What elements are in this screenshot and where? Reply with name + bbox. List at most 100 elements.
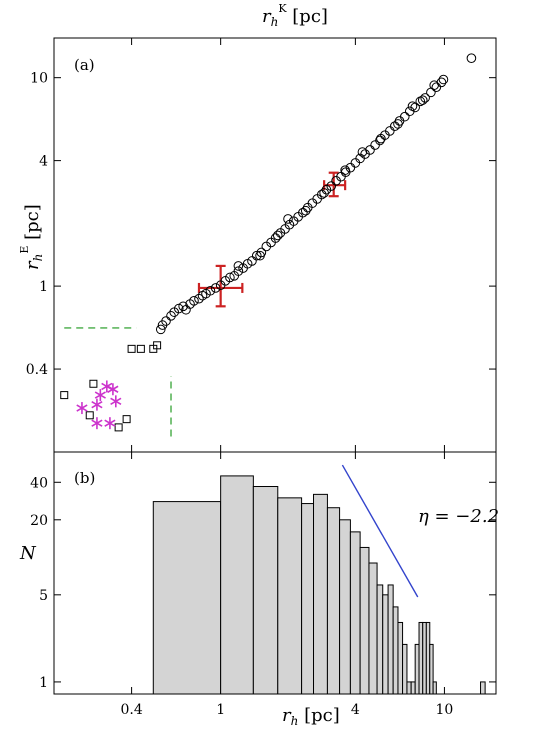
data-point-asterisk <box>91 398 103 411</box>
data-point-circle <box>326 181 337 191</box>
data-point-circle <box>173 303 184 314</box>
asterisk-stroke <box>91 419 103 427</box>
data-point-asterisk <box>107 383 119 396</box>
data-point-square <box>89 379 98 388</box>
data-point-asterisk <box>94 389 106 402</box>
data-point-circle <box>210 283 221 293</box>
panel-a-ylabel: rhE [pc] <box>18 204 45 270</box>
data-point-circle <box>178 301 188 312</box>
data-point-circle <box>407 101 418 111</box>
data-point-circle <box>161 316 171 326</box>
panel-b-label: (b) <box>74 469 95 487</box>
panel-b-xtick-label: 0.4 <box>120 702 142 718</box>
data-point-circle <box>438 74 449 85</box>
data-point-circle <box>166 311 176 321</box>
data-point-square <box>114 423 123 432</box>
asterisk-stroke <box>91 400 103 409</box>
data-point-circle <box>340 165 350 175</box>
histogram-bar <box>349 531 361 695</box>
panel-a-ytick-label: 0.4 <box>26 362 48 378</box>
data-point-square <box>122 415 131 424</box>
data-point-circle <box>376 133 386 144</box>
histogram-bar <box>429 643 434 695</box>
asterisk-stroke <box>76 404 88 412</box>
data-point-circle <box>385 126 395 136</box>
histogram-bar <box>425 621 431 695</box>
data-point-square <box>153 341 162 350</box>
panel-b-ytick-label: 5 <box>39 588 48 604</box>
panel-a-label: (a) <box>74 56 95 74</box>
data-point-circle <box>417 95 428 105</box>
histogram-bar <box>277 497 303 695</box>
data-point-circle <box>283 214 293 224</box>
histogram-bar <box>410 681 416 695</box>
data-point-circle <box>225 272 235 283</box>
data-point-circle <box>189 296 199 306</box>
data-point-circle <box>431 82 442 93</box>
histogram-bar <box>152 501 222 695</box>
data-point-circle <box>420 93 430 103</box>
data-point-circle <box>393 119 403 129</box>
data-point-circle <box>255 250 265 261</box>
data-point-circle <box>415 96 426 107</box>
histogram-bar <box>339 519 351 695</box>
power-law-fit-line <box>341 464 419 598</box>
data-point-circle <box>389 121 400 132</box>
data-point-circle <box>375 135 385 146</box>
histogram-bar <box>414 643 420 695</box>
data-point-asterisk <box>104 417 116 430</box>
data-point-circle <box>205 285 216 296</box>
panel-b-xlabel: rh [pc] <box>282 705 340 728</box>
data-point-circle <box>194 293 204 304</box>
histogram-bar <box>432 681 437 695</box>
data-point-circle <box>321 184 332 195</box>
panel-b-ytick-label: 20 <box>30 513 48 529</box>
panel-b-xtick-label: 10 <box>436 702 454 718</box>
data-point-asterisk <box>110 395 122 408</box>
panel-b-plot: 1 5 20 40 0.4 1 4 10 <box>30 452 496 718</box>
panel-b-xtick-label: 4 <box>351 702 360 718</box>
histogram-bar <box>376 584 384 695</box>
histogram-bar <box>326 507 341 695</box>
panel-b-ytick-label: 1 <box>39 675 48 691</box>
data-point-circle <box>399 111 410 122</box>
histogram-bar <box>480 681 486 695</box>
histogram-bar <box>382 594 389 695</box>
data-point-circle <box>155 324 166 335</box>
histogram-bar <box>392 606 399 695</box>
data-point-circle <box>350 158 361 168</box>
panel-b-ylabel: N <box>19 543 37 564</box>
data-point-square <box>60 391 69 400</box>
panel-b-xtick-label: 1 <box>216 702 225 718</box>
data-point-asterisk <box>76 402 88 415</box>
histogram-bar <box>422 621 427 695</box>
top-axis-label: rhK [pc] <box>262 2 328 29</box>
histogram-bar <box>359 546 370 695</box>
histogram-bar <box>252 486 279 695</box>
histogram-bar <box>387 584 394 695</box>
data-point-circle <box>300 205 311 216</box>
histogram-bar <box>418 621 424 695</box>
data-point-circle <box>298 207 308 218</box>
data-point-circle <box>466 53 477 63</box>
data-point-square <box>136 344 145 353</box>
panel-a-plot: 0.4 1 4 10 <box>26 38 496 452</box>
histogram-bar <box>402 643 408 695</box>
data-point-circle <box>272 230 283 241</box>
histogram-bar <box>368 562 378 695</box>
data-point-circle <box>247 256 257 266</box>
asterisk-stroke <box>107 385 119 393</box>
histogram-bar <box>220 475 254 695</box>
data-point-circle <box>365 145 375 155</box>
data-point-square <box>127 344 136 353</box>
panel-a-ytick-label: 1 <box>39 279 48 295</box>
data-point-circle <box>357 147 368 157</box>
histogram-bar <box>406 681 412 695</box>
histogram-bar <box>397 621 404 695</box>
histogram-bar <box>313 493 328 695</box>
data-point-circle <box>345 162 356 173</box>
panel-a-ytick-label: 10 <box>30 71 48 87</box>
asterisk-stroke <box>110 397 122 406</box>
asterisk-stroke <box>104 419 116 427</box>
